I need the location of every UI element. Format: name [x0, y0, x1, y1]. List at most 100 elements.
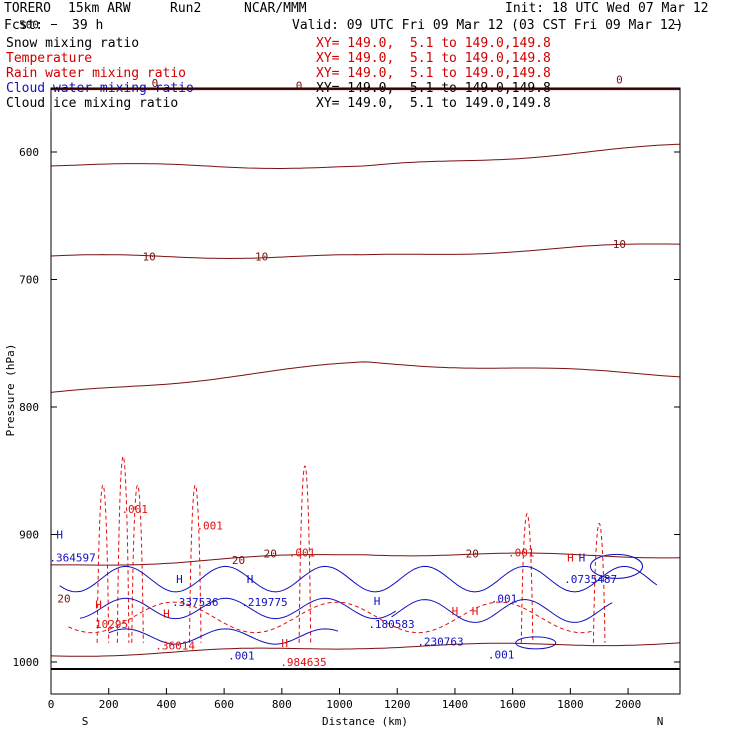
contour-label: .001 [488, 648, 515, 661]
header-fcst-label: Fcst: [4, 18, 44, 33]
x-tick-label: 2000 [615, 698, 642, 711]
contour-label: .219775 [241, 596, 287, 609]
contour-label: .001 [491, 592, 518, 605]
cloud-water-contours [59, 553, 658, 650]
contour-label: H [247, 573, 254, 586]
header-org: NCAR/MMM [244, 1, 307, 16]
rain-contour [592, 523, 606, 643]
y-tick-label: 700 [19, 274, 39, 287]
isotherm-line [50, 361, 681, 393]
rain-contour [520, 513, 534, 643]
contour-label: H [163, 608, 170, 621]
field-name-snow: Snow mixing ratio [6, 36, 140, 51]
isotherm-line [50, 243, 680, 260]
contour-label: .180583 [368, 618, 414, 631]
field-xy-temperature: XY= 149.0, 5.1 to 149.0,149.8 [316, 51, 551, 66]
rain-contours [68, 456, 606, 643]
x-tick-label: 0 [48, 698, 55, 711]
field-xy-cloud-ice: XY= 149.0, 5.1 to 149.0,149.8 [316, 96, 551, 111]
field-name-cloud-ice: Cloud ice mixing ratio [6, 96, 179, 111]
contour-label: .36014 [155, 639, 195, 652]
x-tick-label: 400 [156, 698, 176, 711]
x-tick-label: 800 [272, 698, 292, 711]
contour-label: .984635 [280, 656, 326, 669]
x-tick-label: 600 [214, 698, 234, 711]
cloud-water-contour [590, 553, 644, 579]
header-fcst-value: 39 h [72, 18, 104, 33]
rain-contour [68, 601, 594, 634]
y-tick-label: 800 [19, 401, 39, 414]
contour-label: 0 [296, 80, 303, 93]
field-name-temperature: Temperature [6, 51, 93, 66]
header-grid: 15km ARW [68, 1, 131, 16]
header-init: Init: 18 UTC Wed 07 Mar 12 [505, 1, 709, 16]
contour-label: 10 [255, 251, 268, 264]
contour-label: 10 [142, 251, 155, 264]
header-valid: Valid: 09 UTC Fri 09 Mar 12 (03 CST Fri … [292, 18, 684, 33]
contour-label: 0 [616, 73, 623, 86]
cloud-water-contour [79, 597, 397, 620]
contour-label: .001 [508, 546, 535, 559]
contour-label: 0 [152, 77, 159, 90]
contour-label: .001 [228, 650, 255, 663]
contour-label: H [374, 595, 381, 608]
isotherm-line [51, 552, 681, 566]
contour-label: 20 [57, 592, 70, 605]
contour-label: 20 [232, 554, 245, 567]
x-endpoint-south: S [82, 715, 89, 728]
contour-label: H [56, 529, 63, 542]
contour-label: .001 [196, 520, 223, 533]
plot-frame [50, 87, 681, 695]
contour-label: H [176, 573, 183, 586]
rain-contour [298, 465, 312, 643]
header-model: TORERO [4, 1, 51, 16]
rain-contour [116, 456, 130, 643]
x-tick-label: 1800 [557, 698, 584, 711]
cloud-water-contour [59, 565, 658, 593]
contour-label: .0735487 [564, 573, 617, 586]
contour-label: 10295 [95, 618, 128, 631]
contour-label: .001 [289, 546, 316, 559]
contour-label: H [452, 605, 459, 618]
header-run: Run2 [170, 1, 202, 16]
rain-contour [96, 484, 110, 643]
field-xy-snow: XY= 149.0, 5.1 to 149.0,149.8 [316, 36, 551, 51]
cloud-water-contour [108, 628, 339, 645]
contour-label: H [281, 637, 288, 650]
x-endpoint-north: N [657, 715, 664, 728]
temperature-contours [50, 87, 681, 657]
axes: 0200400600800100012001400160018002000200… [13, 19, 680, 711]
contour-label: 10 [613, 238, 626, 251]
y-tick-label: 900 [19, 529, 39, 542]
contour-label: .337536 [172, 596, 218, 609]
contour-label: .364597 [49, 552, 95, 565]
isotherm-line [50, 642, 681, 657]
contour-label: H [95, 599, 102, 612]
rain-contour [188, 484, 202, 643]
x-tick-label: 1600 [499, 698, 526, 711]
isotherm-line [50, 143, 681, 169]
rain-contour [131, 484, 144, 643]
contour-label: H [472, 605, 479, 618]
contour-labels: -40-30-30-20-20-20-10-10-100001010102020… [49, 73, 626, 669]
y-axis-title: Pressure (hPa) [4, 344, 17, 437]
x-tick-label: 1000 [326, 698, 353, 711]
field-name-rain: Rain water mixing ratio [6, 66, 187, 81]
cloud-water-contour [515, 636, 557, 650]
field-xy-rain: XY= 149.0, 5.1 to 149.0,149.8 [316, 66, 551, 81]
cloud-water-contour [391, 598, 613, 623]
contour-label: .001 [121, 503, 148, 516]
y-tick-label: 500 [19, 19, 39, 32]
y-tick-label: 600 [19, 146, 39, 159]
x-tick-label: 1200 [384, 698, 411, 711]
x-tick-label: 1400 [442, 698, 469, 711]
x-axis-title: Distance (km) [322, 715, 408, 728]
contour-label: 20 [466, 548, 479, 561]
contour-label: 20 [264, 548, 277, 561]
x-tick-label: 200 [99, 698, 119, 711]
contour-label: H [579, 552, 586, 565]
y-tick-label: 1000 [13, 656, 40, 669]
contour-label: H [567, 552, 574, 565]
contour-label: .230763 [417, 636, 463, 649]
